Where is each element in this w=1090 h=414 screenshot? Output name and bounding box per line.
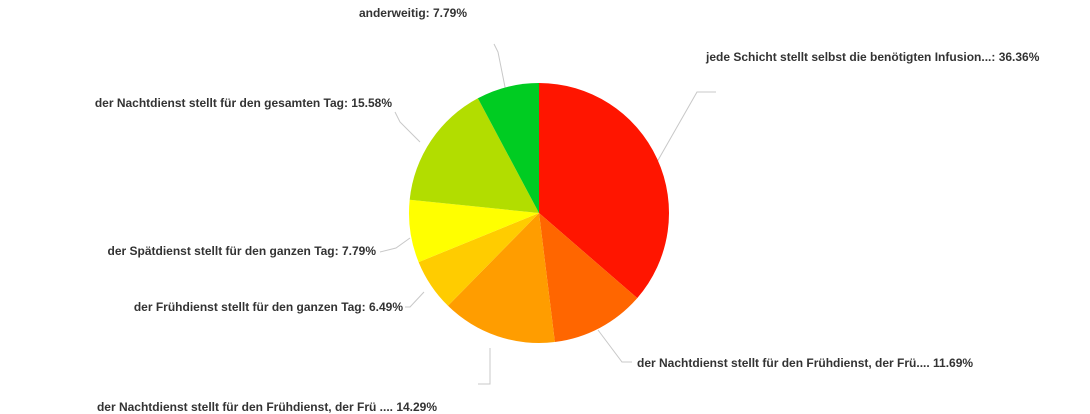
slice-label: der Nachtdienst stellt für den Frühdiens…: [97, 400, 437, 414]
slice-label: anderweitig: 7.79%: [359, 6, 467, 20]
pie-slice: [477, 83, 539, 213]
pie-slice: [539, 213, 638, 343]
pie-slice: [409, 98, 539, 213]
slice-label: jede Schicht stellt selbst die benötigte…: [705, 50, 1040, 64]
slice-label: der Spätdienst stellt für den ganzen Tag…: [108, 244, 377, 258]
leader-line: [405, 291, 425, 308]
leader-line: [394, 111, 421, 143]
pie-slice: [409, 199, 539, 263]
slice-label: der Nachtdienst stellt für den gesamten …: [95, 96, 393, 110]
leader-line: [597, 329, 632, 363]
slice-label: der Frühdienst stellt für den ganzen Tag…: [134, 300, 403, 314]
leader-line: [379, 237, 411, 253]
pie-slice: [418, 213, 539, 306]
pie-slice: [539, 83, 670, 299]
leader-line: [493, 43, 507, 93]
leader-line: [656, 91, 716, 163]
leader-line: [478, 348, 491, 385]
pie-slice: [447, 213, 555, 343]
slice-label: der Nachtdienst stellt für den Frühdiens…: [637, 356, 973, 370]
